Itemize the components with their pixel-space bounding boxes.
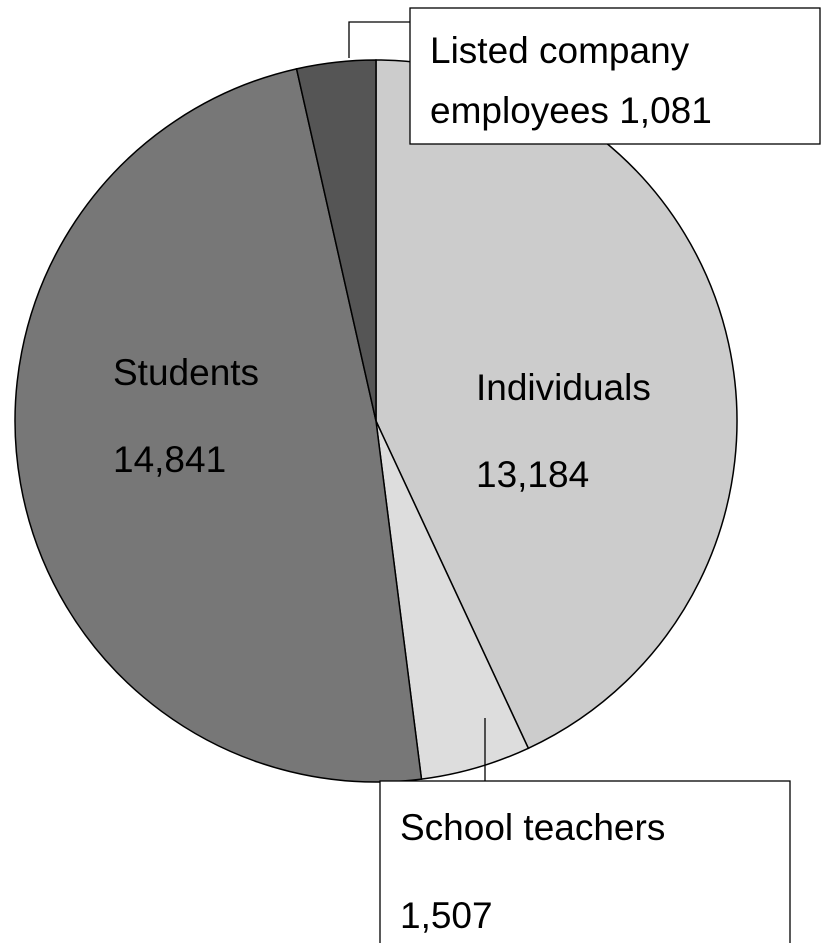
value-school-teachers: 1,507	[400, 895, 493, 936]
value-listed-company: employees 1,081	[430, 90, 712, 131]
pie-slice-students	[14, 67, 423, 783]
callout-school-teachers	[379, 780, 791, 943]
value-individuals: 13,184	[476, 454, 589, 495]
pie-slices	[14, 59, 738, 783]
label-school-teachers: School teachers	[400, 807, 665, 848]
callout-listed-company	[409, 7, 821, 145]
label-listed-company: Listed company	[430, 30, 690, 71]
pie-slice-listed-company-employees	[295, 59, 377, 422]
label-students: Students	[113, 352, 259, 393]
leader-listed-company	[348, 21, 410, 58]
value-students: 14,841	[113, 439, 226, 480]
label-individuals: Individuals	[476, 367, 651, 408]
